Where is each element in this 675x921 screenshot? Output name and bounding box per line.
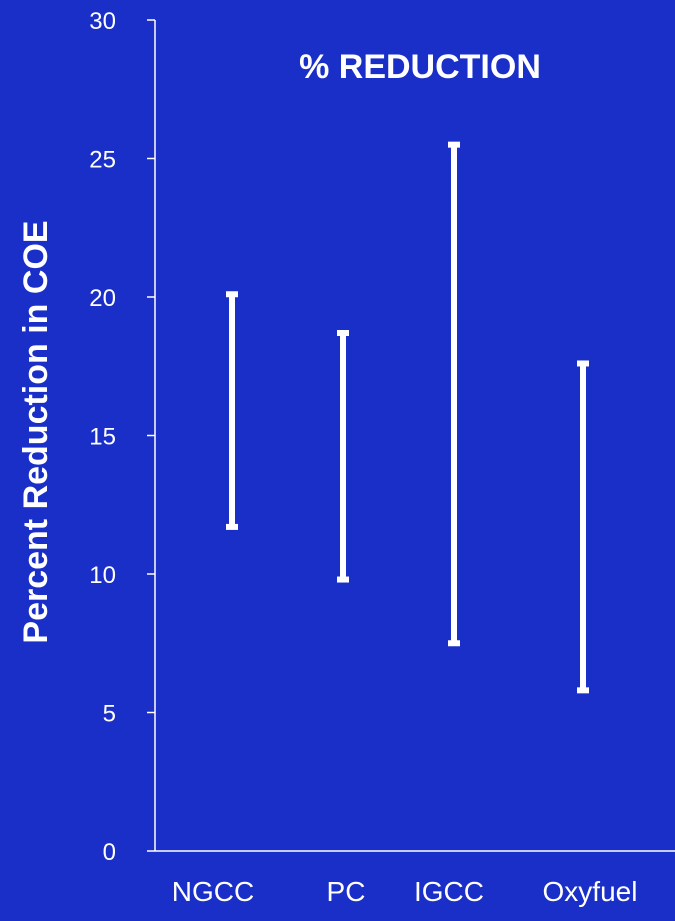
chart-title: % REDUCTION [299, 48, 541, 86]
y-axis-label: Percent Reduction in COE [17, 220, 55, 643]
y-tick-label: 20 [89, 285, 116, 312]
range-bars [226, 141, 589, 694]
y-tick-label: 15 [89, 424, 116, 451]
y-tick-label: 25 [89, 147, 116, 174]
y-tick-label: 30 [89, 8, 116, 35]
y-tick-label: 0 [103, 839, 116, 866]
x-category-label: PC [327, 876, 366, 907]
x-category-label: NGCC [172, 876, 254, 907]
x-category-label: Oxyfuel [543, 876, 638, 907]
y-tick-label: 10 [89, 562, 116, 589]
y-tick-label: 5 [103, 701, 116, 728]
y-ticks: 0 5 10 15 20 25 30 [89, 8, 155, 866]
x-category-label: IGCC [414, 876, 484, 907]
x-category-labels: NGCC PC IGCC Oxyfuel [172, 876, 638, 907]
